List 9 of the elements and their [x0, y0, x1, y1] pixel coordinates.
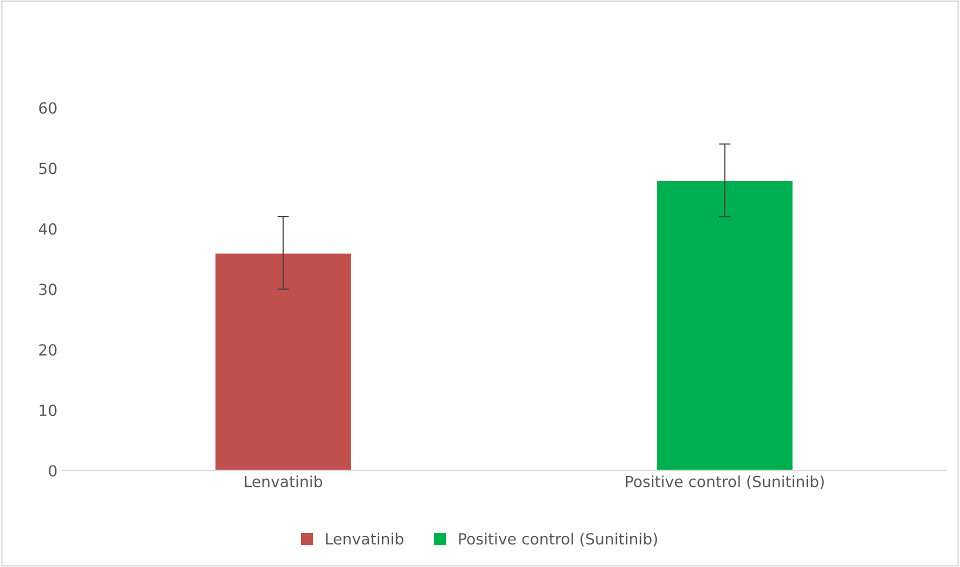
y-tick-label: 0	[48, 465, 57, 477]
y-tick-label: 20	[39, 344, 57, 356]
legend-label: Lenvatinib	[326, 532, 404, 545]
y-tick-label: 10	[40, 404, 57, 416]
y-tick-label: 40	[38, 223, 57, 235]
y-tick-label: 50	[39, 162, 57, 174]
y-tick-label: 30	[39, 284, 57, 296]
legend-label: Positive control (Sunitinib)	[459, 532, 657, 546]
y-tick-label: 60	[39, 102, 57, 114]
